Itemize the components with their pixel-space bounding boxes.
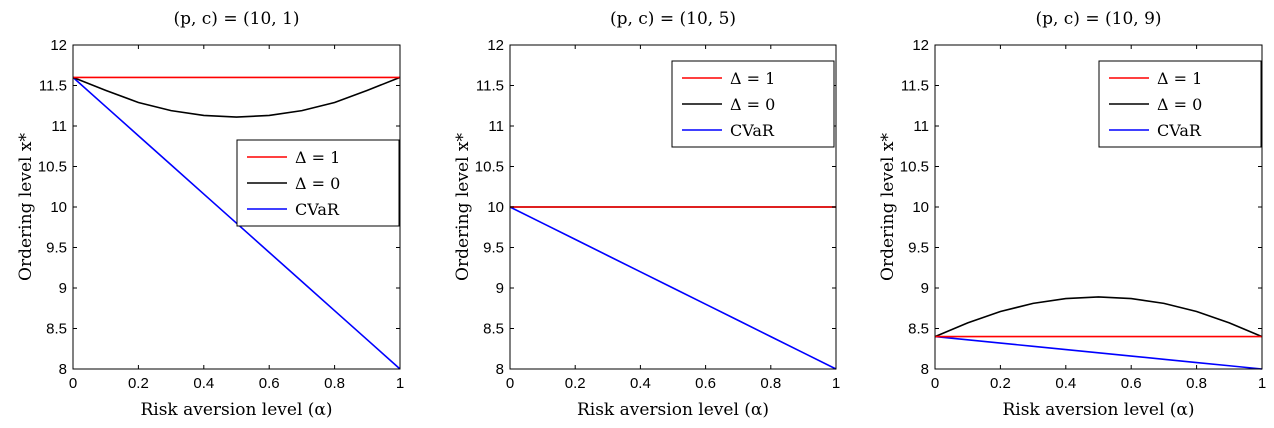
y-tick-label: 9 — [496, 280, 504, 297]
x-tick-label: 0.6 — [259, 375, 280, 392]
legend: Δ = 1 Δ = 0 CVaR — [1098, 60, 1262, 148]
y-tick-label: 11.5 — [901, 78, 929, 95]
y-tick-label: 10.5 — [900, 159, 929, 176]
legend-label: Δ = 1 — [1157, 69, 1202, 88]
x-tick-label: 0.2 — [990, 375, 1011, 392]
chart-title: (p, c) = (10, 9) — [1035, 9, 1161, 29]
x-tick-label: 1 — [396, 375, 404, 392]
x-tick-label: 0.6 — [695, 375, 716, 392]
y-tick-label: 10 — [50, 199, 67, 216]
chart-panel-2: (p, c) = (10, 5) 8 8.5 9 9.5 10 10.5 11 11.5 12 0 0… — [453, 9, 840, 420]
x-axis-label: Risk aversion level (α) — [577, 400, 769, 420]
x-tick-label: 1 — [832, 375, 840, 392]
legend-label: CVaR — [730, 121, 775, 140]
y-tick-label: 11 — [51, 118, 67, 135]
series-line-2 — [72, 76, 401, 118]
legend-label: CVaR — [295, 200, 340, 219]
y-tick-label: 10.5 — [475, 159, 504, 176]
chart-panel-3: (p, c) = (10, 9) 8 8.5 9 9.5 10 10.5 11 11.5 12 0 0… — [878, 9, 1266, 420]
y-tick-label: 9.5 — [46, 240, 67, 257]
x-tick-label: 0.8 — [324, 375, 345, 392]
legend-label: Δ = 1 — [730, 69, 775, 88]
y-tick-label: 11 — [488, 118, 504, 135]
x-tick-label: 0.4 — [630, 375, 651, 392]
legend-label: Δ = 0 — [295, 174, 340, 193]
chart-title: (p, c) = (10, 1) — [173, 9, 299, 29]
y-tick-label: 10 — [912, 199, 929, 216]
legend-label: Δ = 0 — [730, 95, 775, 114]
y-tick-label: 12 — [912, 37, 929, 54]
y-tick-label: 8.5 — [46, 321, 67, 338]
legend-label: Δ = 0 — [1157, 95, 1202, 114]
y-tick-label: 9 — [921, 280, 929, 297]
y-tick-label: 10.5 — [38, 159, 67, 176]
y-tick-label: 9 — [59, 280, 67, 297]
y-tick-label: 9.5 — [483, 240, 504, 257]
legend-label: Δ = 1 — [295, 148, 340, 167]
y-tick-label: 11.5 — [39, 78, 67, 95]
x-tick-label: 0 — [931, 375, 939, 392]
series-line-3 — [934, 335, 1263, 370]
x-tick-label: 0 — [69, 375, 77, 392]
chart-panel-1: (p, c) = (10, 1) 8 8.5 9 9.5 10 10.5 11 11.5 12 0 0… — [16, 9, 404, 420]
x-tick-label: 0.6 — [1121, 375, 1142, 392]
y-tick-label: 9.5 — [908, 240, 929, 257]
series-line-2 — [934, 296, 1263, 338]
y-tick-label: 8.5 — [483, 321, 504, 338]
x-tick-label: 0.4 — [193, 375, 214, 392]
y-tick-label: 8 — [496, 361, 504, 378]
legend-label: CVaR — [1157, 121, 1202, 140]
legend: Δ = 1 Δ = 0 CVaR — [671, 60, 835, 148]
y-tick-label: 8 — [59, 361, 67, 378]
legend: Δ = 1 Δ = 0 CVaR — [236, 139, 400, 227]
x-tick-label: 0.8 — [1186, 375, 1207, 392]
y-tick-label: 11.5 — [476, 78, 504, 95]
x-tick-label: 0 — [506, 375, 514, 392]
x-axis-label: Risk aversion level (α) — [140, 400, 332, 420]
x-tick-label: 1 — [1258, 375, 1266, 392]
x-tick-label: 0.2 — [128, 375, 149, 392]
y-axis-label: Ordering level x* — [453, 133, 473, 281]
x-tick-label: 0.8 — [760, 375, 781, 392]
y-tick-label: 8.5 — [908, 321, 929, 338]
series-line-3 — [509, 206, 837, 370]
y-tick-label: 12 — [487, 37, 504, 54]
y-tick-label: 12 — [50, 37, 67, 54]
y-axis-label: Ordering level x* — [16, 133, 36, 281]
y-tick-label: 11 — [913, 118, 929, 135]
y-tick-label: 10 — [487, 199, 504, 216]
x-axis-label: Risk aversion level (α) — [1002, 400, 1194, 420]
x-tick-label: 0.2 — [565, 375, 586, 392]
y-axis-label: Ordering level x* — [878, 133, 898, 281]
chart-title: (p, c) = (10, 5) — [610, 9, 736, 29]
x-tick-label: 0.4 — [1055, 375, 1076, 392]
y-tick-label: 8 — [921, 361, 929, 378]
